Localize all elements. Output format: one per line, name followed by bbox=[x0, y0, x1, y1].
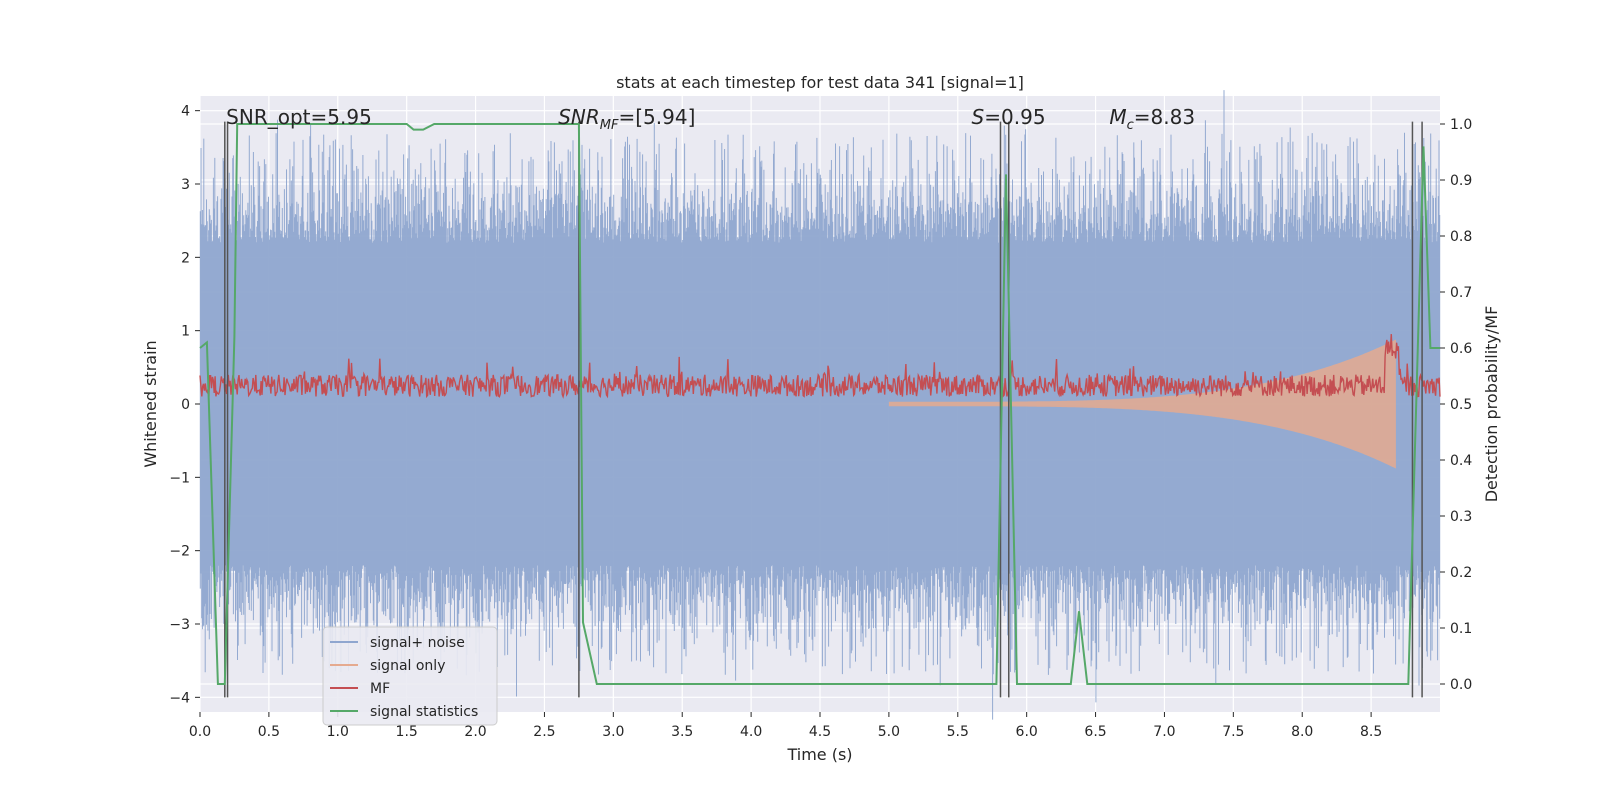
y-tick-label: −2 bbox=[169, 544, 190, 560]
x-tick-label: 4.5 bbox=[809, 724, 831, 740]
series-signal-statistics bbox=[199, 123, 1440, 685]
x-tick-label: 6.5 bbox=[1084, 724, 1106, 740]
legend-label: signal+ noise bbox=[370, 635, 465, 651]
annotation: SNR_opt=5.95 bbox=[226, 105, 372, 129]
x-tick-label: 5.0 bbox=[878, 724, 900, 740]
legend-label: MF bbox=[370, 681, 390, 697]
x-tick-label: 1.5 bbox=[396, 724, 418, 740]
y-axis-right: 1.0 0.9 0.8 0.7 0.6 0.5 0.4 0.3 0.2 0.1 0.0 bbox=[1440, 117, 1472, 693]
series-signal-only bbox=[888, 339, 1396, 469]
x-tick-label: 8.5 bbox=[1360, 724, 1382, 740]
y-right-tick-label: 0.7 bbox=[1450, 285, 1472, 301]
y-right-tick-label: 1.0 bbox=[1450, 117, 1472, 133]
x-tick-label: 1.0 bbox=[327, 724, 349, 740]
y-tick-label: −1 bbox=[169, 470, 190, 486]
y-tick-label: 4 bbox=[181, 104, 190, 120]
y-axis-right-label: Detection probability/MF bbox=[1482, 306, 1501, 503]
annotation: S=0.95 bbox=[972, 105, 1046, 129]
legend-box bbox=[322, 626, 498, 726]
y-axis-left: 4 3 2 1 0 −1 −2 −3 −4 bbox=[169, 104, 200, 706]
y-tick-label: 3 bbox=[181, 177, 190, 193]
legend-label: signal only bbox=[370, 658, 445, 674]
y-tick-label: −3 bbox=[169, 617, 190, 633]
y-right-tick-label: 0.8 bbox=[1450, 229, 1472, 245]
x-tick-label: 5.5 bbox=[947, 724, 969, 740]
x-tick-label: 6.0 bbox=[1016, 724, 1038, 740]
x-axis-label: Time (s) bbox=[786, 745, 852, 764]
legend: signal+ noise signal only MF signal statist… bbox=[322, 626, 498, 726]
x-tick-label: 2.5 bbox=[533, 724, 555, 740]
y-right-tick-label: 0.2 bbox=[1450, 565, 1472, 581]
annotations: SNR_opt=5.95 SNRMF=[5.94] S=0.95 Mc=8.83 bbox=[226, 105, 1195, 133]
y-right-tick-label: 0.5 bbox=[1450, 397, 1472, 413]
x-tick-label: 3.0 bbox=[602, 724, 624, 740]
legend-label: signal statistics bbox=[370, 704, 478, 720]
signal-chirp bbox=[888, 339, 1396, 469]
signal-statistics-line bbox=[199, 123, 1440, 685]
y-tick-label: −4 bbox=[169, 690, 190, 706]
y-right-tick-label: 0.4 bbox=[1450, 453, 1472, 469]
x-tick-label: 2.0 bbox=[464, 724, 486, 740]
x-tick-label: 7.5 bbox=[1222, 724, 1244, 740]
y-tick-label: 1 bbox=[181, 324, 190, 340]
series-mf bbox=[199, 334, 1441, 399]
x-tick-label: 3.5 bbox=[671, 724, 693, 740]
x-tick-label: 0.5 bbox=[258, 724, 280, 740]
x-tick-label: 0.0 bbox=[189, 724, 211, 740]
x-tick-label: 4.0 bbox=[740, 724, 762, 740]
y-right-tick-label: 0.9 bbox=[1450, 173, 1472, 189]
y-tick-label: 0 bbox=[181, 397, 190, 413]
x-axis: 0.0 0.5 1.0 1.5 2.0 2.5 3.0 3.5 4.0 4.5 5.0 5.5 6.0 6… bbox=[189, 712, 1382, 740]
annotation: SNRMF=[5.94] bbox=[558, 105, 695, 133]
y-right-tick-label: 0.1 bbox=[1450, 621, 1472, 637]
x-tick-label: 8.0 bbox=[1291, 724, 1313, 740]
y-right-tick-label: 0.0 bbox=[1450, 677, 1472, 693]
y-axis-label: Whitened strain bbox=[141, 340, 160, 467]
annotation: Mc=8.83 bbox=[1109, 105, 1195, 133]
y-right-tick-label: 0.3 bbox=[1450, 509, 1472, 525]
y-tick-label: 2 bbox=[181, 250, 190, 266]
y-right-tick-label: 0.6 bbox=[1450, 341, 1472, 357]
mf-trace bbox=[199, 334, 1441, 399]
x-tick-label: 7.0 bbox=[1153, 724, 1175, 740]
chart-title: stats at each timestep for test data 341… bbox=[616, 73, 1024, 92]
